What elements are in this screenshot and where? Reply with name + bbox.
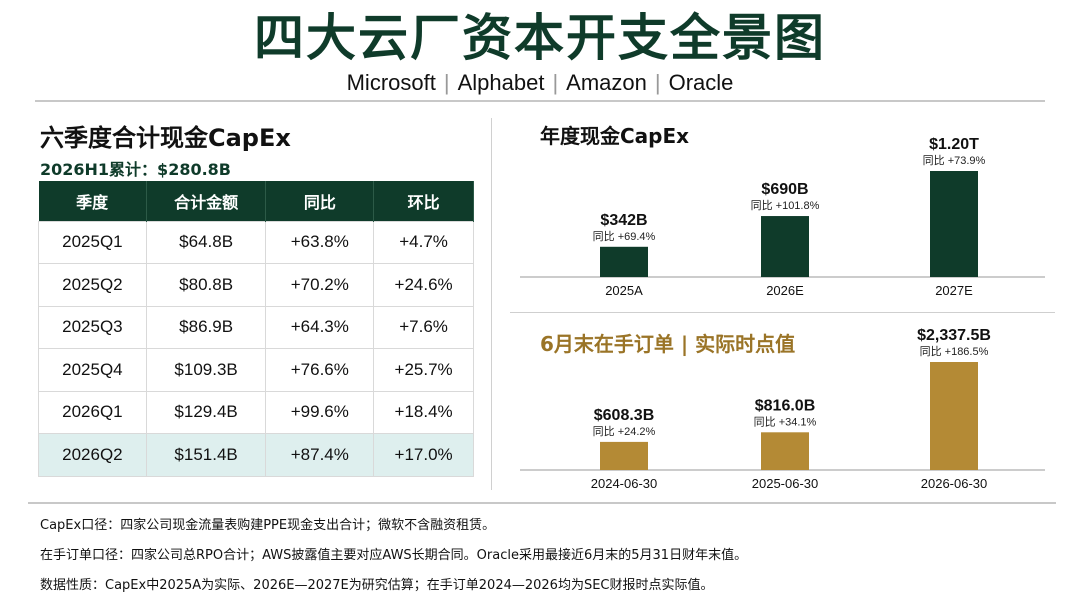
bottom-divider — [28, 502, 1056, 504]
qoq-cell: +18.4% — [373, 390, 474, 434]
quarterly-capex-table: 季度 合计金额 同比 环比 2025Q1 $64.8B +63.8% +4.7%… — [38, 181, 474, 477]
amount-cell: $151.4B — [145, 433, 267, 477]
x-tick-label: 2025A — [605, 283, 643, 298]
amount-cell: $80.8B — [145, 263, 267, 307]
data-label: $816.0B — [755, 397, 816, 414]
page-title: 四大云厂资本开支全景图 — [254, 8, 826, 67]
bar — [600, 246, 648, 277]
qoq-cell: +7.6% — [373, 305, 474, 349]
vertical-divider — [491, 118, 492, 490]
data-label: $342B — [600, 212, 647, 229]
quarter-cell: 2025Q3 — [38, 305, 147, 349]
yoy-cell: +87.4% — [265, 433, 375, 477]
note-data-nature: 数据性质：CapEx中2025A为实际、2026E—2027E为研究估算；在手订… — [40, 578, 714, 593]
separator: | — [654, 70, 661, 95]
yoy-cell: +64.3% — [265, 305, 375, 349]
qoq-cell: +24.6% — [373, 263, 474, 307]
amount-cell: $129.4B — [145, 390, 267, 434]
data-label: $1.20T — [929, 136, 979, 153]
table-row: 2025Q4 $109.3B +76.6% +25.7% — [38, 348, 474, 392]
table-header-row: 季度 合计金额 同比 环比 — [38, 181, 474, 221]
yoy-label: 同比 +34.1% — [754, 415, 817, 428]
table-row: 2025Q3 $86.9B +64.3% +7.6% — [38, 305, 474, 349]
header-cell: 环比 — [373, 181, 474, 221]
header-cell: 同比 — [265, 181, 375, 221]
header-cell: 季度 — [38, 181, 147, 221]
bar — [930, 171, 978, 277]
bar — [600, 441, 648, 470]
quarter-cell: 2025Q4 — [38, 348, 147, 392]
top-divider — [35, 100, 1045, 102]
qoq-cell: +4.7% — [373, 220, 474, 264]
table-row-highlighted: 2026Q2 $151.4B +87.4% +17.0% — [38, 433, 474, 477]
note-backlog-basis: 在手订单口径：四家公司总RPO合计；AWS披露值主要对应AWS长期合同。Orac… — [40, 548, 748, 563]
quarter-cell: 2026Q2 — [38, 433, 147, 477]
quarter-cell: 2025Q1 — [38, 220, 147, 264]
table-row: 2025Q2 $80.8B +70.2% +24.6% — [38, 263, 474, 307]
annual-capex-title: 年度现金CapEx — [540, 124, 690, 148]
yoy-cell: +63.8% — [265, 220, 375, 264]
company-name: Oracle — [668, 70, 734, 95]
backlog-title: 6月末在手订单 | 实际时点值 — [540, 332, 796, 356]
qoq-cell: +17.0% — [373, 433, 474, 477]
amount-cell: $64.8B — [145, 220, 267, 264]
table-row: 2025Q1 $64.8B +63.8% +4.7% — [38, 220, 474, 264]
yoy-cell: +70.2% — [265, 263, 375, 307]
bar — [761, 432, 809, 470]
x-tick-label: 2026E — [766, 283, 804, 298]
yoy-cell: +76.6% — [265, 348, 375, 392]
qoq-cell: +25.7% — [373, 348, 474, 392]
quarter-cell: 2025Q2 — [38, 263, 147, 307]
yoy-label: 同比 +69.4% — [593, 230, 656, 243]
company-name: Alphabet — [457, 70, 545, 95]
data-label: $608.3B — [594, 407, 655, 424]
separator: | — [443, 70, 450, 95]
yoy-label: 同比 +73.9% — [923, 154, 986, 167]
x-tick-label: 2024-06-30 — [591, 476, 658, 491]
company-name: Amazon — [566, 70, 647, 95]
header-cell: 合计金额 — [146, 181, 267, 221]
company-name: Microsoft — [346, 70, 436, 95]
amount-cell: $109.3B — [145, 348, 267, 392]
bar — [930, 362, 978, 470]
data-label: $2,337.5B — [917, 327, 991, 344]
bar — [761, 216, 809, 277]
quarterly-section-title: 六季度合计现金CapEx — [40, 124, 291, 152]
x-tick-label: 2027E — [935, 283, 973, 298]
cumulative-total: 2026H1累计：$280.8B — [40, 160, 231, 179]
yoy-label: 同比 +101.8% — [751, 199, 820, 212]
yoy-cell: +99.6% — [265, 390, 375, 434]
quarter-cell: 2026Q1 — [38, 390, 147, 434]
x-tick-label: 2025-06-30 — [752, 476, 819, 491]
data-label: $690B — [761, 181, 808, 198]
separator: | — [552, 70, 559, 95]
company-list: Microsoft | Alphabet | Amazon | Oracle — [0, 70, 1080, 96]
amount-cell: $86.9B — [145, 305, 267, 349]
table-row: 2026Q1 $129.4B +99.6% +18.4% — [38, 390, 474, 434]
panel-divider — [510, 312, 1055, 313]
yoy-label: 同比 +186.5% — [920, 345, 989, 358]
x-tick-label: 2026-06-30 — [921, 476, 988, 491]
yoy-label: 同比 +24.2% — [593, 425, 656, 438]
note-capex-basis: CapEx口径：四家公司现金流量表购建PPE现金支出合计；微软不含融资租赁。 — [40, 518, 496, 533]
